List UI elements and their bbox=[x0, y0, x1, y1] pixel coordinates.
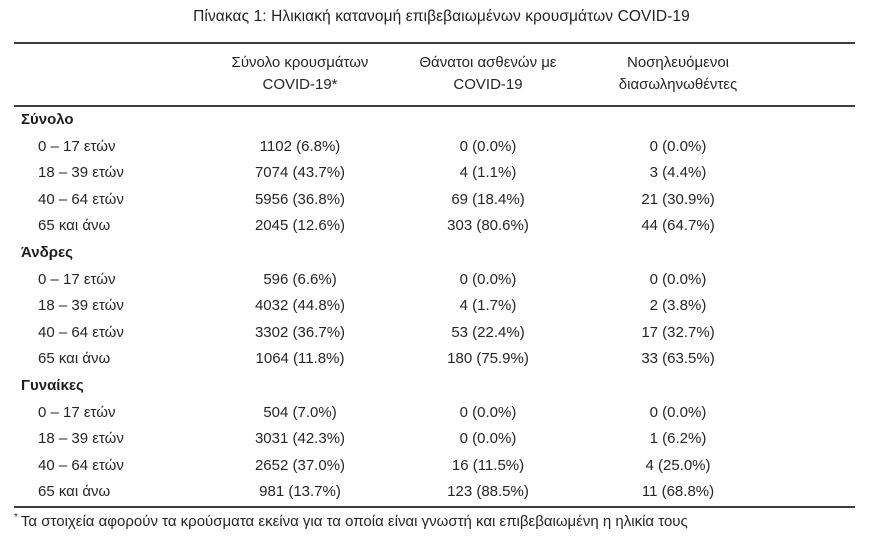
table-row: 65 και άνω 1064 (11.8%) 180 (75.9%) 33 (… bbox=[14, 346, 855, 373]
age-group-label: 65 και άνω bbox=[38, 483, 111, 501]
deaths-value: 53 (22.4%) bbox=[451, 323, 525, 341]
table-header: Σύνολο κρουσμάτων COVID-19* Θάνατοι ασθε… bbox=[14, 43, 855, 107]
intubated-value: 44 (64.7%) bbox=[641, 217, 715, 235]
age-group-label: 40 – 64 ετών bbox=[38, 190, 124, 208]
intubated-value: 4 (25.0%) bbox=[645, 456, 711, 474]
report-page: Πίνακας 1: Ηλικιακή κατανομή επιβεβαιωμέ… bbox=[14, 8, 855, 530]
column-header-intubated-line2: διασωληνωθέντες bbox=[618, 76, 738, 93]
intubated-value: 0 (0.0%) bbox=[649, 137, 707, 155]
deaths-value: 0 (0.0%) bbox=[459, 403, 517, 421]
table-row: 65 και άνω 2045 (12.6%) 303 (80.6%) 44 (… bbox=[14, 213, 855, 240]
intubated-value: 2 (3.8%) bbox=[649, 297, 707, 315]
cases-value: 1102 (6.8%) bbox=[259, 137, 341, 155]
deaths-value: 123 (88.5%) bbox=[447, 483, 529, 501]
column-header-intubated-line1: Νοσηλευόμενοι bbox=[626, 54, 729, 71]
table-row: 40 – 64 ετών 2652 (37.0%) 16 (11.5%) 4 (… bbox=[14, 453, 855, 480]
table-row: 18 – 39 ετών 7074 (43.7%) 4 (1.1%) 3 (4.… bbox=[14, 160, 855, 187]
column-header-intubated: Νοσηλευόμενοι διασωληνωθέντες bbox=[580, 43, 776, 107]
column-header-empty bbox=[14, 43, 204, 107]
age-group-label: 18 – 39 ετών bbox=[38, 164, 124, 182]
cases-value: 5956 (36.8%) bbox=[254, 190, 346, 208]
intubated-value: 17 (32.7%) bbox=[641, 323, 715, 341]
deaths-value: 0 (0.0%) bbox=[459, 137, 517, 155]
cases-value: 4032 (44.8%) bbox=[254, 297, 346, 315]
table-row: 18 – 39 ετών 4032 (44.8%) 4 (1.7%) 2 (3.… bbox=[14, 293, 855, 320]
column-header-deaths: Θάνατοι ασθενών με COVID-19 bbox=[396, 43, 580, 107]
cases-value: 981 (13.7%) bbox=[259, 483, 341, 501]
intubated-value: 33 (63.5%) bbox=[641, 350, 715, 368]
cases-value: 3031 (42.3%) bbox=[254, 430, 346, 448]
deaths-value: 0 (0.0%) bbox=[459, 270, 517, 288]
covid-age-distribution-table: Σύνολο κρουσμάτων COVID-19* Θάνατοι ασθε… bbox=[14, 42, 855, 508]
table-row: 65 και άνω 981 (13.7%) 123 (88.5%) 11 (6… bbox=[14, 479, 855, 507]
table-row: 0 – 17 ετών 596 (6.6%) 0 (0.0%) 0 (0.0%) bbox=[14, 267, 855, 294]
footnote-asterisk-marker: * bbox=[14, 511, 18, 523]
age-group-label: 18 – 39 ετών bbox=[38, 297, 124, 315]
section-header-row: Σύνολο bbox=[14, 106, 855, 134]
table-title: Πίνακας 1: Ηλικιακή κατανομή επιβεβαιωμέ… bbox=[193, 8, 690, 25]
cases-value: 2045 (12.6%) bbox=[254, 217, 346, 235]
intubated-value: 0 (0.0%) bbox=[649, 403, 707, 421]
section-name-women: Γυναίκες bbox=[21, 376, 84, 394]
deaths-value: 180 (75.9%) bbox=[447, 350, 529, 368]
column-header-cases: Σύνολο κρουσμάτων COVID-19* bbox=[204, 43, 396, 107]
deaths-value: 69 (18.4%) bbox=[451, 190, 525, 208]
table-row: 40 – 64 ετών 5956 (36.8%) 69 (18.4%) 21 … bbox=[14, 187, 855, 214]
cases-value: 504 (7.0%) bbox=[263, 403, 337, 421]
column-header-deaths-line1: Θάνατοι ασθενών με bbox=[419, 54, 557, 71]
table-footnote: * Τα στοιχεία αφορούν τα κρούσματα εκείνα… bbox=[14, 508, 855, 530]
age-group-label: 0 – 17 ετών bbox=[38, 403, 116, 421]
deaths-value: 16 (11.5%) bbox=[451, 456, 525, 474]
cases-value: 1064 (11.8%) bbox=[255, 350, 345, 368]
table-row: 0 – 17 ετών 504 (7.0%) 0 (0.0%) 0 (0.0%) bbox=[14, 400, 855, 427]
age-group-label: 0 – 17 ετών bbox=[38, 270, 116, 288]
intubated-value: 3 (4.4%) bbox=[649, 164, 707, 182]
column-header-spacer bbox=[776, 43, 855, 107]
table-row: 40 – 64 ετών 3302 (36.7%) 53 (22.4%) 17 … bbox=[14, 320, 855, 347]
section-header-row: Γυναίκες bbox=[14, 373, 855, 400]
age-group-label: 65 και άνω bbox=[38, 217, 111, 235]
age-group-label: 40 – 64 ετών bbox=[38, 456, 124, 474]
age-group-label: 65 και άνω bbox=[38, 350, 111, 368]
table-row: 18 – 39 ετών 3031 (42.3%) 0 (0.0%) 1 (6.… bbox=[14, 426, 855, 453]
deaths-value: 4 (1.1%) bbox=[459, 164, 517, 182]
deaths-value: 4 (1.7%) bbox=[459, 297, 517, 315]
cases-value: 7074 (43.7%) bbox=[254, 164, 346, 182]
age-group-label: 18 – 39 ετών bbox=[38, 430, 124, 448]
section-name-men: Άνδρες bbox=[21, 243, 73, 261]
table-body: Σύνολο 0 – 17 ετών 1102 (6.8%) 0 (0.0%) … bbox=[14, 106, 855, 507]
section-name-total: Σύνολο bbox=[21, 111, 74, 128]
intubated-value: 21 (30.9%) bbox=[641, 190, 715, 208]
intubated-value: 1 (6.2%) bbox=[649, 430, 707, 448]
age-group-label: 40 – 64 ετών bbox=[38, 323, 124, 341]
intubated-value: 11 (68.8%) bbox=[641, 483, 715, 501]
column-header-deaths-line2: COVID-19 bbox=[453, 76, 523, 93]
footnote-text: Τα στοιχεία αφορούν τα κρούσματα εκείνα … bbox=[20, 512, 688, 530]
section-header-row: Άνδρες bbox=[14, 240, 855, 267]
age-group-label: 0 – 17 ετών bbox=[38, 137, 116, 155]
deaths-value: 303 (80.6%) bbox=[447, 217, 529, 235]
intubated-value: 0 (0.0%) bbox=[649, 270, 707, 288]
deaths-value: 0 (0.0%) bbox=[459, 430, 517, 448]
cases-value: 2652 (37.0%) bbox=[254, 456, 346, 474]
column-header-cases-line1: Σύνολο κρουσμάτων bbox=[231, 54, 369, 71]
column-header-cases-line2: COVID-19* bbox=[262, 76, 338, 93]
table-row: 0 – 17 ετών 1102 (6.8%) 0 (0.0%) 0 (0.0%… bbox=[14, 134, 855, 161]
cases-value: 3302 (36.7%) bbox=[254, 323, 346, 341]
cases-value: 596 (6.6%) bbox=[263, 270, 337, 288]
